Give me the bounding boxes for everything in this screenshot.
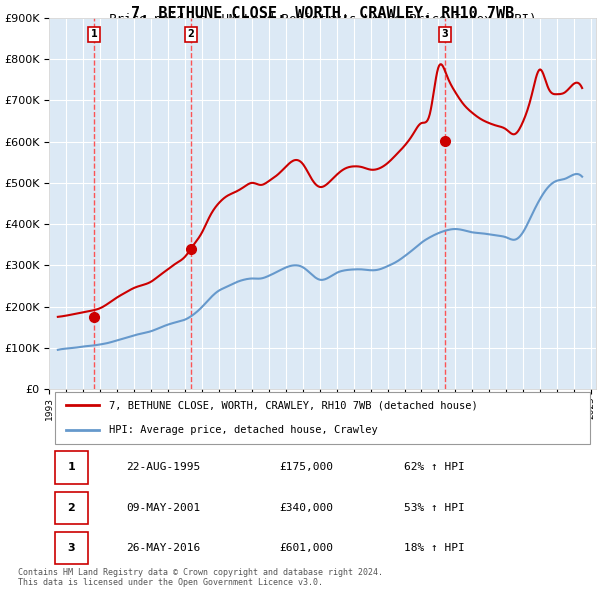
Text: Price paid vs. HM Land Registry's House Price Index (HPI): Price paid vs. HM Land Registry's House …: [109, 13, 536, 26]
Text: 22-AUG-1995: 22-AUG-1995: [126, 463, 200, 473]
Text: Contains HM Land Registry data © Crown copyright and database right 2024.
This d: Contains HM Land Registry data © Crown c…: [18, 568, 383, 587]
Text: £340,000: £340,000: [279, 503, 333, 513]
Text: 1: 1: [67, 463, 75, 473]
Text: 09-MAY-2001: 09-MAY-2001: [126, 503, 200, 513]
FancyBboxPatch shape: [55, 451, 88, 484]
FancyBboxPatch shape: [55, 392, 590, 444]
Text: £175,000: £175,000: [279, 463, 333, 473]
Text: 2: 2: [187, 30, 194, 40]
Text: 2: 2: [67, 503, 75, 513]
Text: HPI: Average price, detached house, Crawley: HPI: Average price, detached house, Craw…: [109, 425, 378, 435]
Text: £601,000: £601,000: [279, 543, 333, 553]
FancyBboxPatch shape: [55, 491, 88, 524]
Text: 53% ↑ HPI: 53% ↑ HPI: [404, 503, 465, 513]
Text: 18% ↑ HPI: 18% ↑ HPI: [404, 543, 465, 553]
FancyBboxPatch shape: [55, 532, 88, 564]
Text: 3: 3: [442, 30, 449, 40]
Text: 7, BETHUNE CLOSE, WORTH, CRAWLEY, RH10 7WB (detached house): 7, BETHUNE CLOSE, WORTH, CRAWLEY, RH10 7…: [109, 400, 478, 410]
Text: 26-MAY-2016: 26-MAY-2016: [126, 543, 200, 553]
Text: 3: 3: [67, 543, 75, 553]
Text: 1: 1: [91, 30, 97, 40]
Text: 62% ↑ HPI: 62% ↑ HPI: [404, 463, 465, 473]
Text: 7, BETHUNE CLOSE, WORTH, CRAWLEY, RH10 7WB: 7, BETHUNE CLOSE, WORTH, CRAWLEY, RH10 7…: [131, 6, 514, 21]
